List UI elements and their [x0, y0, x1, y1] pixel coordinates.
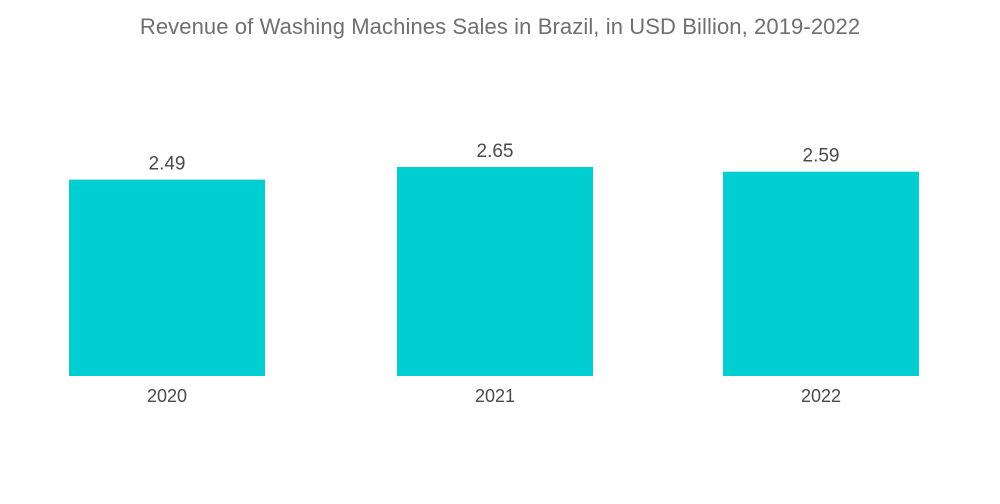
chart-title: Revenue of Washing Machines Sales in Bra…	[139, 14, 861, 39]
x-tick-label-2020: 2020	[147, 386, 187, 406]
bar-2020	[69, 179, 265, 376]
bar-2022	[723, 171, 919, 376]
x-tick-label-2022: 2022	[801, 386, 841, 406]
bar-2021	[397, 167, 593, 376]
data-label-2022: 2.59	[803, 146, 840, 167]
x-tick-label-2021: 2021	[475, 386, 515, 406]
data-label-2020: 2.49	[149, 154, 186, 175]
data-label-2021: 2.65	[477, 141, 514, 162]
